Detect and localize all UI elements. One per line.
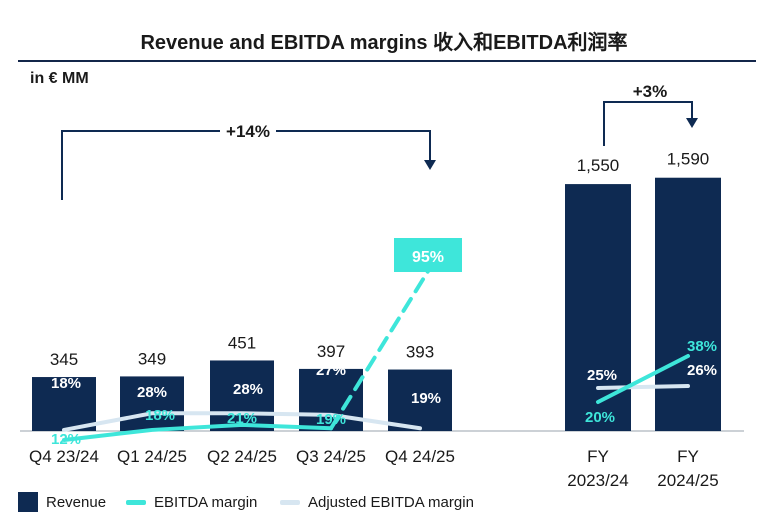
title-underline [18,60,756,62]
ebitda-value-label: 18% [145,407,175,424]
revenue-bar [655,177,721,431]
unit-label: in € MM [30,70,89,87]
adjusted-ebitda-value-label: 28% [233,381,263,398]
growth-label-background [628,83,672,101]
x-tick-label: 2024/25 [657,471,718,490]
adjusted-ebitda-value-label: 25% [587,367,617,384]
growth-label: +14% [226,122,270,141]
ebitda-value-label: 12% [51,431,81,448]
legend-label-revenue: Revenue [46,493,107,511]
adjusted-ebitda-value-label: 19% [411,390,441,407]
ebitda-value-label: 95% [412,249,444,266]
revenue-bar [120,376,184,431]
revenue-value-label: 345 [50,350,78,369]
ebitda-callout-box [394,238,462,272]
ebitda-line [62,422,333,442]
revenue-bar [565,184,631,431]
legend-item-revenue: Revenue [18,492,106,512]
revenue-value-label: 349 [138,349,166,368]
revenue-bar [210,360,274,431]
revenue-value-label: 1,590 [667,150,710,169]
ebitda-value-label: 19% [316,411,346,428]
x-tick-label: Q4 24/25 [385,447,455,466]
legend-item-ebitda: EBITDA margin [126,492,257,512]
x-tick-label: Q1 24/25 [117,447,187,466]
ebitda-value-label: 38% [687,338,717,355]
revenue-value-label: 451 [228,333,256,352]
revenue-value-label: 397 [317,342,345,361]
growth-bracket [61,130,431,200]
legend-swatch-revenue [18,492,38,512]
x-tick-label: FY [587,447,609,466]
adjusted-ebitda-line [62,411,422,432]
legend-label-ebitda: EBITDA margin [154,493,258,511]
growth-bracket [603,101,693,146]
x-tick-label: Q2 24/25 [207,447,277,466]
x-tick-label: Q4 23/24 [29,447,99,466]
adjusted-ebitda-value-label: 26% [687,362,717,379]
ebitda-line-dashed-segment [329,266,432,431]
legend-swatch-adjusted-ebitda [280,499,300,505]
adjusted-ebitda-line [596,384,690,390]
revenue-value-label: 1,550 [577,156,620,175]
adjusted-ebitda-value-label: 27% [316,362,346,379]
x-tick-label: 2023/24 [567,471,628,490]
growth-arrowhead [424,160,436,170]
legend-label-adjusted-ebitda: Adjusted EBITDA margin [308,493,474,511]
ebitda-line [596,354,690,404]
revenue-value-label: 393 [406,343,434,362]
adjusted-ebitda-value-label: 18% [51,375,81,392]
ebitda-value-label: 20% [585,409,615,426]
growth-label: +3% [633,82,668,101]
chart-title: Revenue and EBITDA margins 收入和EBITDA利润率 [140,32,628,54]
legend-swatch-ebitda [126,499,146,505]
growth-label-background [220,122,276,140]
revenue-bar [388,369,452,431]
adjusted-ebitda-value-label: 28% [137,384,167,401]
x-tick-label: Q3 24/25 [296,447,366,466]
growth-arrowhead [686,118,698,128]
revenue-bar [32,377,96,431]
revenue-bar [299,368,363,431]
legend-item-adjusted-ebitda: Adjusted EBITDA margin [280,492,474,512]
x-tick-label: FY [677,447,699,466]
ebitda-value-label: 21% [227,410,257,427]
